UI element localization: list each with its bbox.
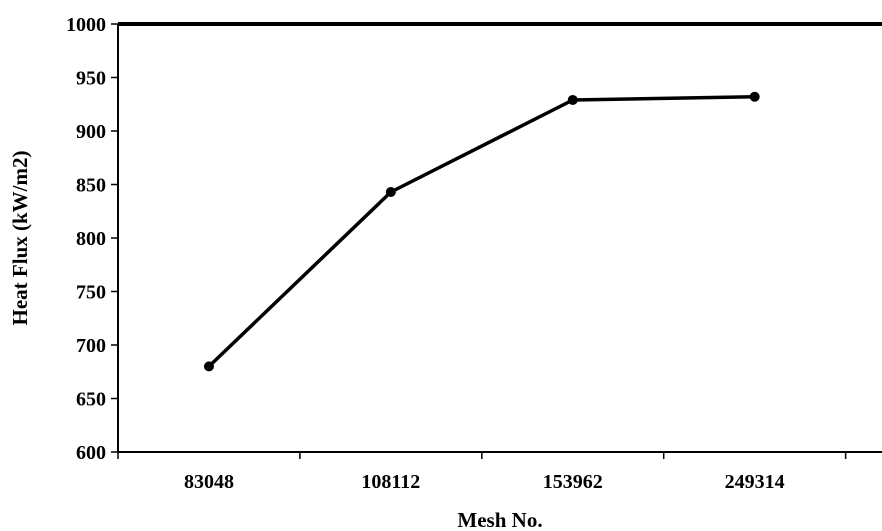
series-group (203, 91, 760, 372)
data-point (749, 91, 760, 102)
data-point (567, 94, 578, 105)
y-tick-label: 700 (76, 335, 106, 357)
y-tick-label: 850 (76, 175, 106, 197)
y-tick-label: 600 (76, 442, 106, 464)
y-axis-title: Heat Flux (kW/m2) (8, 151, 32, 326)
x-tick-label: 249314 (725, 471, 785, 493)
y-tick-label: 800 (76, 228, 106, 250)
series-line (207, 95, 755, 368)
x-axis-ticks: 83048 108112 153962 249314 (117, 452, 847, 493)
y-tick-label: 950 (76, 68, 106, 90)
y-tick-label: 1000 (66, 14, 106, 36)
data-point (385, 186, 396, 197)
plot-frame (117, 22, 882, 453)
x-tick-label: 83048 (184, 471, 234, 493)
data-point (203, 361, 214, 372)
y-axis-ticks: 600 650 700 750 800 850 900 950 1000 (66, 14, 118, 464)
x-tick-label: 108112 (361, 471, 420, 493)
x-axis-title: Mesh No. (457, 508, 542, 531)
y-tick-label: 650 (76, 389, 106, 411)
y-tick-label: 900 (76, 121, 106, 143)
y-tick-label: 750 (76, 282, 106, 304)
x-tick-label: 153962 (543, 471, 603, 493)
